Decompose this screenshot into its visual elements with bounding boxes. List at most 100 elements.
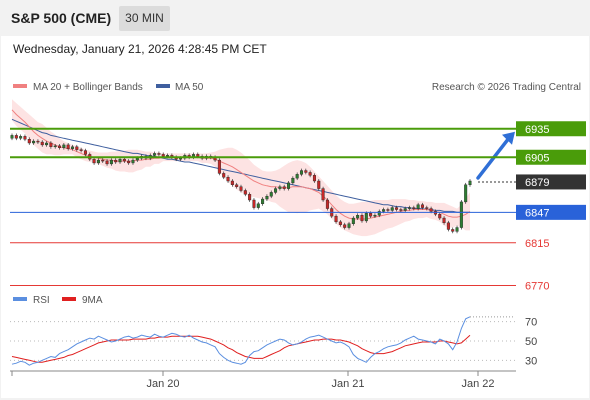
chart-header: S&P 500 (CME) 30 MIN	[0, 0, 590, 36]
candle-body	[282, 186, 286, 189]
candle-body	[40, 141, 44, 146]
candle-body	[122, 158, 126, 162]
candle-body	[153, 153, 157, 156]
candle-body	[32, 140, 36, 144]
candle-body	[464, 184, 468, 203]
candle-body	[438, 214, 442, 219]
level-value-6815: 6815	[525, 238, 549, 250]
candle-body	[109, 159, 113, 165]
candle-body	[308, 172, 312, 176]
candle-body	[92, 158, 96, 164]
ma20-legend-label: MA 20 + Bollinger Bands	[33, 82, 143, 93]
ma20-legend-swatch	[13, 84, 27, 88]
candle-body	[317, 180, 321, 189]
candle-body	[239, 186, 243, 191]
x-tick-label: Jan 22	[461, 378, 494, 390]
candle-body	[325, 199, 329, 209]
instrument-title: S&P 500 (CME)	[11, 10, 112, 26]
rsi-tick-50: 50	[525, 336, 537, 348]
candle-body	[347, 223, 351, 228]
credit-text: Research © 2026 Trading Central	[432, 82, 581, 93]
candle-body	[179, 157, 183, 160]
candle-body	[75, 146, 79, 150]
candle-body	[299, 170, 303, 175]
candle-body	[442, 217, 446, 224]
candle-body	[166, 155, 170, 157]
candle-body	[70, 146, 74, 149]
candle-body	[455, 227, 459, 232]
candle-body	[334, 215, 338, 223]
candle-body	[360, 214, 364, 222]
candle-body	[364, 213, 368, 222]
candle-body	[235, 184, 239, 187]
chart-datetime: Wednesday, January 21, 2026 4:28:45 PM C…	[13, 42, 267, 56]
level-value-6770: 6770	[525, 281, 549, 293]
candle-body	[356, 214, 360, 219]
rsi-ma-legend-label: 9MA	[82, 295, 103, 306]
candle-body	[278, 186, 282, 189]
candle-body	[196, 154, 200, 157]
candle-body	[248, 194, 252, 201]
candle-body	[403, 208, 407, 211]
x-axis: Jan 20 Jan 21 Jan 22	[10, 370, 516, 390]
candle-body	[451, 229, 455, 232]
rsi-legend-swatch	[13, 297, 27, 301]
candle-body	[269, 192, 273, 197]
candle-body	[261, 198, 265, 205]
candle-body	[429, 208, 433, 212]
level-value-6905: 6905	[525, 152, 549, 164]
candle-body	[304, 170, 308, 173]
candle-body	[131, 159, 135, 164]
level-value-6879: 6879	[525, 177, 549, 189]
candle-body	[256, 203, 260, 208]
candle-body	[425, 207, 429, 209]
candle-body	[446, 222, 450, 230]
candle-body	[19, 136, 23, 139]
rsi-ma-line	[11, 334, 471, 363]
candle-body	[408, 207, 412, 209]
candle-body	[338, 221, 342, 225]
candle-body	[373, 214, 377, 217]
candle-body	[14, 135, 18, 139]
candle-body	[222, 173, 226, 178]
candle-body	[83, 150, 87, 155]
candle-body	[96, 159, 100, 164]
candle-body	[27, 138, 31, 144]
candle-body	[36, 140, 40, 143]
candle-body	[321, 188, 325, 201]
candle-body	[114, 159, 118, 163]
bollinger-band	[12, 99, 470, 237]
interval-button[interactable]: 30 MIN	[119, 6, 170, 31]
candle-body	[399, 209, 403, 211]
candle-body	[468, 180, 472, 185]
candle-body	[382, 209, 386, 212]
candle-body	[10, 135, 14, 139]
candle-body	[53, 145, 57, 148]
chart-panel	[1, 36, 589, 398]
candle-body	[459, 201, 463, 228]
candle-body	[395, 207, 399, 210]
candle-body	[386, 209, 390, 211]
candle-body	[62, 144, 66, 148]
candle-body	[79, 149, 83, 151]
candle-body	[135, 157, 139, 161]
candle-body	[217, 159, 221, 174]
ma50-line	[11, 118, 470, 213]
candle-body	[295, 174, 299, 179]
candle-body	[343, 224, 347, 228]
candle-body	[291, 177, 295, 184]
candle-body	[243, 190, 247, 195]
rsi-legend-label: RSI	[33, 295, 50, 306]
rsi-tick-30: 30	[525, 355, 537, 367]
level-badge-6935	[516, 121, 586, 137]
candle-body	[118, 158, 122, 163]
level-value-6847: 6847	[525, 207, 549, 219]
candle-body	[274, 188, 278, 193]
level-badge-6879	[516, 174, 586, 190]
candle-body	[351, 217, 355, 224]
candle-body	[101, 159, 105, 162]
candle-body	[420, 204, 424, 208]
candle-body	[226, 176, 230, 182]
ma50-legend-swatch	[156, 84, 170, 88]
